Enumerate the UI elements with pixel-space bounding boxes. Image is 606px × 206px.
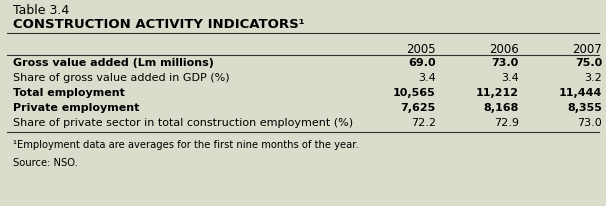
Text: Gross value added (Lm millions): Gross value added (Lm millions) [13,58,215,68]
Text: 72.2: 72.2 [411,118,436,128]
Text: 11,444: 11,444 [559,88,602,98]
Text: ¹Employment data are averages for the first nine months of the year.: ¹Employment data are averages for the fi… [13,139,359,149]
Text: 8,168: 8,168 [484,103,519,113]
Text: 75.0: 75.0 [575,58,602,68]
Text: 2006: 2006 [489,43,519,56]
Text: Share of private sector in total construction employment (%): Share of private sector in total constru… [13,118,353,128]
Text: 7,625: 7,625 [401,103,436,113]
Text: Private employment: Private employment [13,103,140,113]
Text: Source: NSO.: Source: NSO. [13,157,78,167]
Text: 73.0: 73.0 [578,118,602,128]
Text: Share of gross value added in GDP (%): Share of gross value added in GDP (%) [13,73,230,83]
Text: 10,565: 10,565 [393,88,436,98]
Text: 69.0: 69.0 [408,58,436,68]
Text: 11,212: 11,212 [476,88,519,98]
Text: 2005: 2005 [406,43,436,56]
Text: 8,355: 8,355 [567,103,602,113]
Text: 3.4: 3.4 [501,73,519,83]
Text: CONSTRUCTION ACTIVITY INDICATORS¹: CONSTRUCTION ACTIVITY INDICATORS¹ [13,18,305,31]
Text: 3.2: 3.2 [584,73,602,83]
Text: 3.4: 3.4 [418,73,436,83]
Text: Total employment: Total employment [13,88,125,98]
Text: 72.9: 72.9 [494,118,519,128]
Text: 2007: 2007 [573,43,602,56]
Text: 73.0: 73.0 [491,58,519,68]
Text: Table 3.4: Table 3.4 [13,4,70,17]
